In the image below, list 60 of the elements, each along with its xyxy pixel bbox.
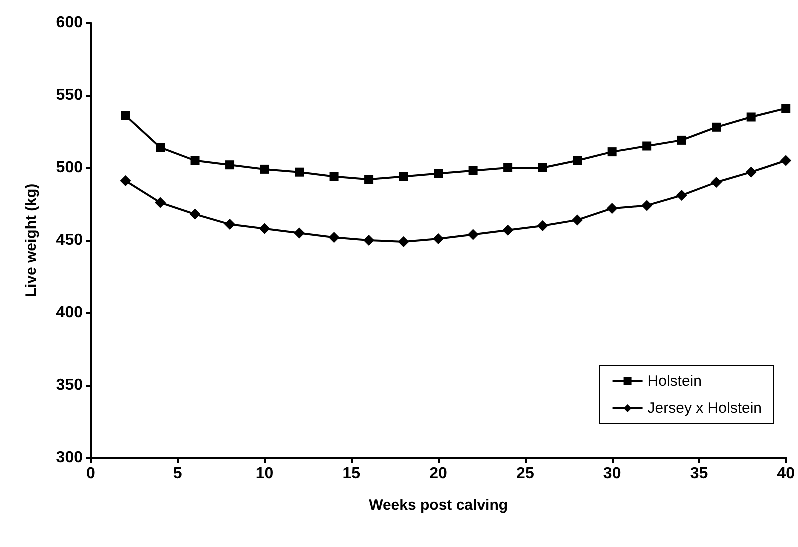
point <box>642 200 653 212</box>
point <box>676 190 688 202</box>
point <box>226 160 235 170</box>
legend-label: Holstein <box>648 373 702 390</box>
y-tick-label: 450 <box>56 232 84 249</box>
point <box>259 223 270 234</box>
point <box>190 156 200 166</box>
point <box>746 166 757 178</box>
point <box>399 172 408 182</box>
y-tick-label: 400 <box>56 304 84 322</box>
point <box>328 232 340 244</box>
point <box>502 224 514 236</box>
point <box>677 136 686 145</box>
x-tick-label: 30 <box>603 466 622 482</box>
point <box>608 148 617 157</box>
x-axis-title: Weeks post calving <box>369 497 508 514</box>
point <box>434 169 444 178</box>
x-tick-label: 40 <box>777 466 796 482</box>
point <box>712 122 722 132</box>
point <box>572 214 584 226</box>
y-tick-label: 600 <box>56 14 84 32</box>
point <box>364 235 375 246</box>
point <box>504 164 513 172</box>
point <box>573 156 582 166</box>
x-tick-label: 20 <box>430 466 448 482</box>
point <box>642 142 652 151</box>
point <box>537 220 548 232</box>
y-tick-label: 300 <box>56 450 84 466</box>
point <box>746 112 756 122</box>
x-tick-label: 25 <box>516 466 534 482</box>
point <box>468 166 478 176</box>
point <box>155 197 166 208</box>
point <box>224 219 236 230</box>
x-tick-label: 15 <box>342 466 361 482</box>
point <box>330 172 339 182</box>
y-axis-title: Live weight (kg) <box>23 184 40 298</box>
x-tick-label: 5 <box>173 466 182 482</box>
point <box>398 236 410 248</box>
point <box>364 175 374 184</box>
legend-label: Jersey x Holstein <box>648 400 762 417</box>
x-tick-label: 0 <box>86 466 96 482</box>
point <box>606 203 618 214</box>
y-tick-label: 350 <box>56 377 84 394</box>
point <box>433 234 444 245</box>
x-tick-label: 10 <box>256 466 274 482</box>
y-tick-label: 500 <box>56 160 84 176</box>
point <box>294 228 306 239</box>
point <box>120 176 132 187</box>
point <box>468 229 479 240</box>
point <box>121 111 130 120</box>
point <box>780 155 792 166</box>
x-tick-label: 35 <box>690 466 708 482</box>
point <box>260 164 270 174</box>
point <box>190 208 201 220</box>
point <box>295 168 304 177</box>
point <box>782 104 791 114</box>
point <box>156 143 166 152</box>
y-tick-label: 550 <box>56 87 84 104</box>
point <box>711 177 722 188</box>
point <box>538 164 548 172</box>
